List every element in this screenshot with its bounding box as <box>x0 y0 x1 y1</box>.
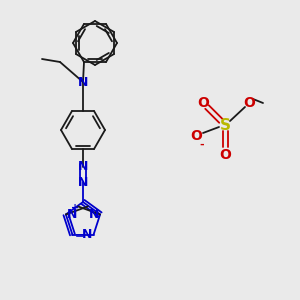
Text: +: + <box>71 203 79 213</box>
Text: O: O <box>190 129 202 143</box>
Text: S: S <box>220 118 230 133</box>
Text: =: = <box>74 232 84 242</box>
Text: N: N <box>78 76 88 88</box>
Text: N: N <box>78 160 88 173</box>
Text: O: O <box>243 96 255 110</box>
Text: -: - <box>200 140 204 150</box>
Text: O: O <box>219 148 231 162</box>
Text: N: N <box>89 208 99 221</box>
Text: N: N <box>78 176 88 188</box>
Text: N: N <box>67 208 77 221</box>
Text: O: O <box>197 96 209 110</box>
Text: N: N <box>82 228 93 241</box>
